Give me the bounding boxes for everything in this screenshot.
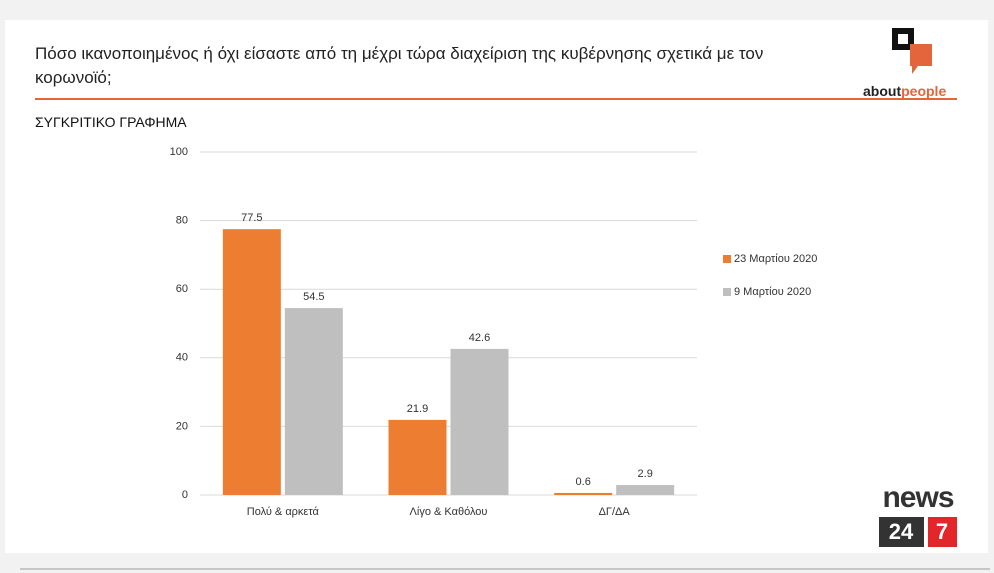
bar	[284, 308, 343, 495]
legend-label: 9 Μαρτίου 2020	[734, 286, 811, 298]
x-tick-label: Πολύ & αρκετά	[247, 506, 320, 518]
y-tick-label: 80	[176, 215, 188, 227]
subtitle: ΣΥΓΚΡΙΤΙΚΟ ΓΡΑΦΗΜΑ	[35, 114, 187, 130]
x-tick-label: ΔΓ/ΔΑ	[599, 506, 631, 518]
y-tick-label: 0	[182, 489, 188, 501]
y-tick-label: 40	[176, 352, 188, 364]
y-tick-label: 100	[170, 146, 188, 158]
bar	[554, 492, 613, 495]
y-tick-label: 20	[176, 420, 188, 432]
bar	[616, 485, 675, 495]
x-tick-label: Λίγο & Καθόλου	[410, 506, 488, 518]
value-label: 54.5	[303, 291, 324, 303]
logo-people-text: people	[901, 83, 946, 99]
value-label: 42.6	[469, 332, 490, 344]
news247-logo: news 24 7	[879, 481, 957, 547]
legend-swatch	[723, 255, 731, 263]
logo-about-text: about	[863, 83, 901, 99]
aboutpeople-logo: aboutpeople	[863, 28, 946, 99]
legend-label: 23 Μαρτίου 2020	[734, 253, 817, 265]
logo-news: news	[882, 481, 953, 514]
y-tick-label: 60	[176, 283, 188, 295]
logo-7: 7	[936, 519, 948, 544]
bar	[222, 229, 281, 496]
value-label: 0.6	[576, 476, 591, 488]
value-label: 2.9	[638, 468, 653, 480]
value-label: 77.5	[241, 212, 262, 224]
bar	[450, 348, 509, 495]
title: Πόσο ικανοποιημένος ή όχι είσαστε από τη…	[35, 44, 764, 87]
logo-24: 24	[889, 519, 914, 544]
value-label: 21.9	[407, 403, 428, 415]
legend-swatch	[723, 288, 731, 296]
title-rule	[35, 98, 957, 100]
logo-about: aboutpeople	[863, 83, 946, 99]
bar	[388, 419, 447, 495]
